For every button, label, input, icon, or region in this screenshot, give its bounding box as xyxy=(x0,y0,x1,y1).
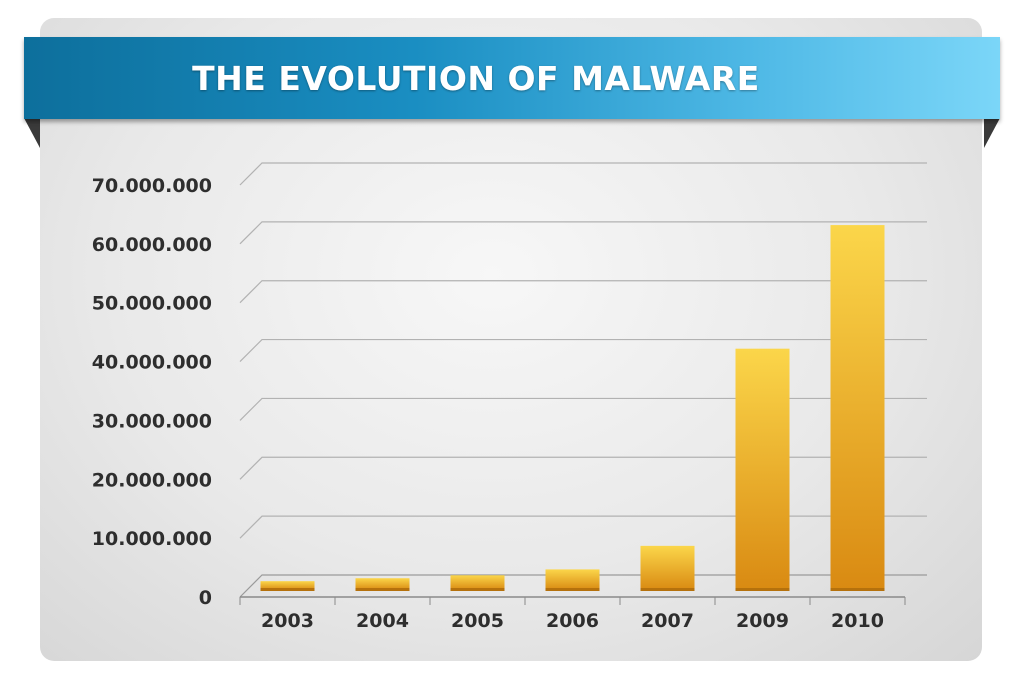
bar-2006 xyxy=(545,569,600,590)
y-tick-label: 60.000.000 xyxy=(92,234,212,256)
bar-2003 xyxy=(260,581,315,590)
gridline xyxy=(239,338,927,362)
title-banner: THE EVOLUTION OF MALWARE xyxy=(24,37,1000,119)
chart-title: THE EVOLUTION OF MALWARE xyxy=(192,58,760,98)
x-tick-label: 2009 xyxy=(736,610,789,632)
x-tick-label: 2005 xyxy=(451,610,504,632)
gridline xyxy=(239,280,927,304)
gridline xyxy=(239,574,927,598)
y-tick-label: 0 xyxy=(199,587,212,609)
gridline xyxy=(239,221,927,245)
x-tick-label: 2004 xyxy=(356,610,409,632)
x-tick-label: 2007 xyxy=(641,610,694,632)
y-axis-tick-labels: 0 10.000.000 20.000.000 30.000.000 40.000.00… xyxy=(92,175,212,609)
gridlines xyxy=(239,162,927,605)
bar-base-shadow xyxy=(545,588,600,591)
x-tick-label: 2003 xyxy=(261,610,314,632)
x-tick-label: 2010 xyxy=(831,610,884,632)
y-tick-label: 70.000.000 xyxy=(92,175,212,197)
y-tick-label: 50.000.000 xyxy=(92,293,212,315)
gridline xyxy=(239,397,927,421)
bar-base-shadow xyxy=(640,588,695,591)
y-tick-label: 40.000.000 xyxy=(92,352,212,374)
y-tick-label: 10.000.000 xyxy=(92,528,212,550)
bar-base-shadow xyxy=(450,588,505,591)
y-tick-label: 20.000.000 xyxy=(92,469,212,491)
gridline xyxy=(239,456,927,480)
bar-2005 xyxy=(450,575,505,590)
bar-2007 xyxy=(640,545,695,590)
banner-fold-left xyxy=(24,118,40,148)
bar-2010 xyxy=(830,225,885,591)
bars xyxy=(260,225,885,591)
x-axis-tick-labels: 2003 2004 2005 2006 2007 2009 2010 xyxy=(261,610,884,632)
gridline xyxy=(239,515,927,539)
banner-fold-right xyxy=(984,118,1000,148)
bar-base-shadow xyxy=(830,588,885,591)
bar-2009 xyxy=(735,348,790,590)
y-tick-label: 30.000.000 xyxy=(92,410,212,432)
bar-base-shadow xyxy=(355,588,410,591)
x-tick-label: 2006 xyxy=(546,610,599,632)
bar-base-shadow xyxy=(260,588,315,591)
bar-2004 xyxy=(355,578,410,590)
gridline xyxy=(239,162,927,186)
bar-base-shadow xyxy=(735,588,790,591)
